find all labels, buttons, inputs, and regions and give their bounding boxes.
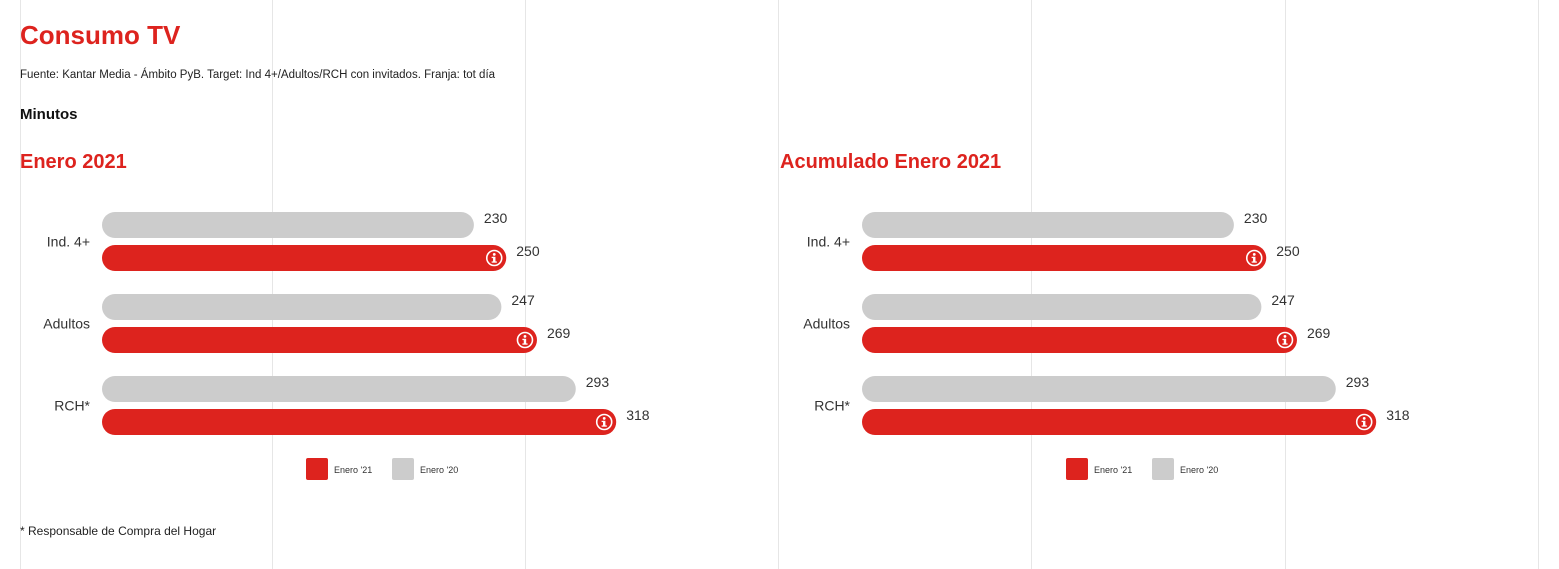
info-icon — [516, 331, 534, 349]
source-note: Fuente: Kantar Media - Ámbito PyB. Targe… — [20, 69, 496, 81]
bar-enero-21 — [102, 245, 507, 271]
category-label: Adultos — [803, 316, 850, 332]
unit-label: Minutos — [20, 106, 78, 123]
chart-title: Acumulado Enero 2021 — [780, 151, 1002, 173]
gridline — [525, 0, 526, 569]
bar-enero-21 — [102, 409, 617, 435]
value-label: 230 — [1244, 210, 1268, 226]
gridline — [1031, 0, 1032, 569]
chart-panel-acumulado-enero-2021: Acumulado Enero 2021 Ind. 4+ 230 250 Adulto… — [780, 148, 1480, 488]
category-label: Ind. 4+ — [807, 234, 850, 250]
page-title: Consumo TV — [20, 20, 181, 50]
value-label: 250 — [516, 243, 540, 259]
legend-label: Enero '21 — [334, 465, 372, 475]
gridline — [1538, 0, 1539, 569]
value-label: 230 — [484, 210, 508, 226]
legend-swatch — [1066, 458, 1088, 480]
category-label: Adultos — [43, 316, 90, 332]
bar-enero-20 — [862, 294, 1262, 320]
category-label: RCH* — [814, 398, 850, 414]
legend-swatch — [392, 458, 414, 480]
value-label: 269 — [547, 325, 571, 341]
value-label: 318 — [1386, 407, 1410, 423]
legend-swatch — [1152, 458, 1174, 480]
gridline — [272, 0, 273, 569]
bar-enero-20 — [102, 376, 576, 402]
bar-enero-20 — [862, 212, 1234, 238]
bar-enero-21 — [102, 327, 537, 353]
bar-chart: Ind. 4+ 230 250 Adultos 247 269 RCH* 293 318 Ener… — [803, 210, 1410, 480]
info-icon — [1245, 249, 1263, 267]
info-icon — [485, 249, 503, 267]
legend-swatch — [306, 458, 328, 480]
bar-enero-21 — [862, 327, 1297, 353]
value-label: 250 — [1276, 243, 1300, 259]
bar-enero-20 — [862, 376, 1336, 402]
chart-title: Enero 2021 — [20, 151, 127, 173]
category-label: Ind. 4+ — [47, 234, 90, 250]
info-icon — [1276, 331, 1294, 349]
bar-enero-20 — [102, 294, 502, 320]
bar-enero-21 — [862, 409, 1377, 435]
footnote: * Responsable de Compra del Hogar — [20, 524, 217, 538]
bar-enero-20 — [102, 212, 474, 238]
value-label: 293 — [586, 374, 610, 390]
value-label: 247 — [511, 292, 535, 308]
value-label: 293 — [1346, 374, 1370, 390]
gridline — [1285, 0, 1286, 569]
value-label: 318 — [626, 407, 650, 423]
info-icon — [595, 413, 613, 431]
value-label: 247 — [1271, 292, 1295, 308]
bar-enero-21 — [862, 245, 1267, 271]
legend-label: Enero '20 — [1180, 465, 1218, 475]
value-label: 269 — [1307, 325, 1331, 341]
legend-label: Enero '20 — [420, 465, 458, 475]
gridline — [778, 0, 779, 569]
legend-label: Enero '21 — [1094, 465, 1132, 475]
chart-panel-enero-2021: Enero 2021 Ind. 4+ 230 250 Adultos 247 269 RCH… — [20, 148, 720, 488]
category-label: RCH* — [54, 398, 90, 414]
gridline — [20, 0, 21, 569]
info-icon — [1355, 413, 1373, 431]
bar-chart: Ind. 4+ 230 250 Adultos 247 269 RCH* 293 318 Ener… — [43, 210, 650, 480]
